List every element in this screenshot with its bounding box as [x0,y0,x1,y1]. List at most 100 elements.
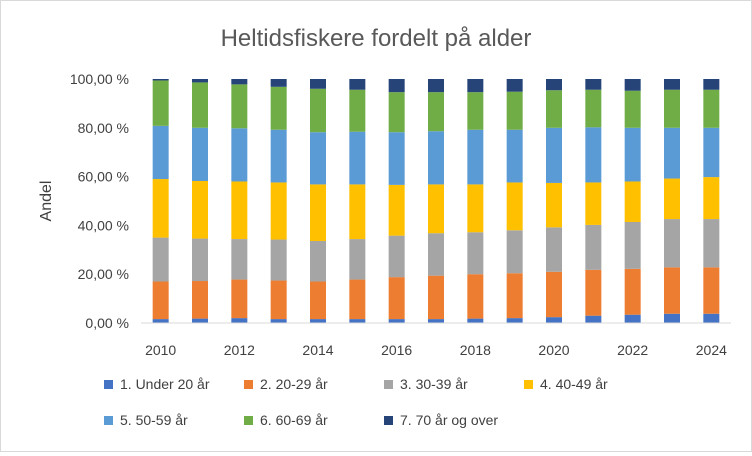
y-tick-label: 100,00 % [70,71,129,87]
bar-segment [270,239,287,281]
bar-segment [624,127,641,182]
bar-segment [192,180,208,239]
bar-segment [506,182,523,231]
bar-segment [546,127,562,183]
bar-segment [703,127,720,178]
y-tick-label: 80,00 % [78,120,129,136]
bar-segment [703,219,720,268]
bar-segment [664,127,680,179]
x-tick-label: 2012 [224,342,255,358]
bar-segment [192,281,208,319]
bar-segment [231,181,248,240]
bar-segment [703,313,720,323]
y-tick-label: 20,00 % [78,266,129,282]
bar-segment [388,319,405,323]
bar-segment [310,281,326,320]
bar-segment [310,132,326,185]
bar-segment [703,177,720,220]
legend-label: 2. 20-29 år [260,376,328,392]
bar-segment [270,86,287,130]
bar-segment [231,128,248,182]
bar-segment [428,275,444,320]
bar-segment [546,182,562,228]
bar-segment [310,241,326,282]
legend-swatch [384,416,393,425]
bar-segment [506,129,523,183]
bar-segment [546,90,562,128]
bar-segment [467,129,484,185]
bar-segment [270,129,287,183]
bar-segment [349,131,366,185]
bar-segment [231,79,248,85]
bar-segment [152,319,169,323]
bar-segment [231,279,248,319]
bar-segment [624,268,641,315]
bar-segment [310,88,326,133]
bar-segment [664,178,680,220]
bar-segment [506,318,523,323]
bar-segment [270,319,287,323]
bar-segment [703,267,720,314]
bar-segment [192,127,208,181]
bar-segment [467,79,484,93]
bar-segment [428,92,444,132]
bar-segment [192,82,208,128]
bar-segment [506,79,523,92]
bar-segment [388,132,405,185]
bar-segment [585,127,602,183]
legend-swatch [104,380,113,389]
bar-segment [270,79,287,87]
bar-segment [703,89,720,128]
x-tick-label: 2020 [538,342,569,358]
bar-segment [585,269,602,316]
bar-segment [349,239,366,280]
x-tick-label: 2016 [381,342,412,358]
bar-segment [585,89,602,128]
legend-label: 1. Under 20 år [120,376,210,392]
bar-segment [467,274,484,319]
bar-segment [664,89,680,128]
bar-segment [388,184,405,236]
y-tick-label: 0,00 % [85,315,129,331]
bar-segment [546,79,562,91]
bar-segment [231,318,248,323]
bar-segment [624,79,641,91]
bar-segment [388,92,405,133]
legend: 1. Under 20 år 2. 20-29 år 3. 30-39 år 4. 4… [104,376,608,428]
bar-segment [664,79,680,90]
legend-swatch [244,416,253,425]
bar-segment [546,317,562,323]
bar-segment [310,319,326,323]
bar-segment [664,219,680,268]
bar-segment [506,230,523,274]
bar-segment [388,79,405,93]
bar-segment [467,318,484,323]
bar-segment [624,314,641,323]
bar-segment [152,125,169,180]
bar-segment [349,89,366,132]
y-axis-ticks: 0,00 % 20,00 % 40,00 % 60,00 % 80,00 % 100,00… [70,71,129,331]
bar-segment [467,92,484,130]
legend-swatch [384,380,393,389]
legend-swatch [104,416,113,425]
bar-segment [703,79,720,90]
bar-segment [585,224,602,270]
bar-segment [428,131,444,185]
y-tick-label: 60,00 % [78,169,129,185]
bar-segment [585,79,602,90]
bar-segment [506,273,523,319]
bar-segment [585,182,602,225]
legend-swatch [524,380,533,389]
bar-segment [506,91,523,130]
x-axis-ticks: 2010 2012 2014 2016 2018 2020 2022 2024 [145,342,727,358]
chart-title: Heltidsfiskere fordelt på alder [221,25,532,52]
x-tick-label: 2018 [460,342,491,358]
bar-segment [546,271,562,318]
bar-segment [152,281,169,320]
bar-segment [349,79,366,90]
bar-segment [349,319,366,323]
bar-segment [192,238,208,282]
bar-segment [624,181,641,222]
bar-segment [152,237,169,282]
x-tick-label: 2014 [302,342,333,358]
